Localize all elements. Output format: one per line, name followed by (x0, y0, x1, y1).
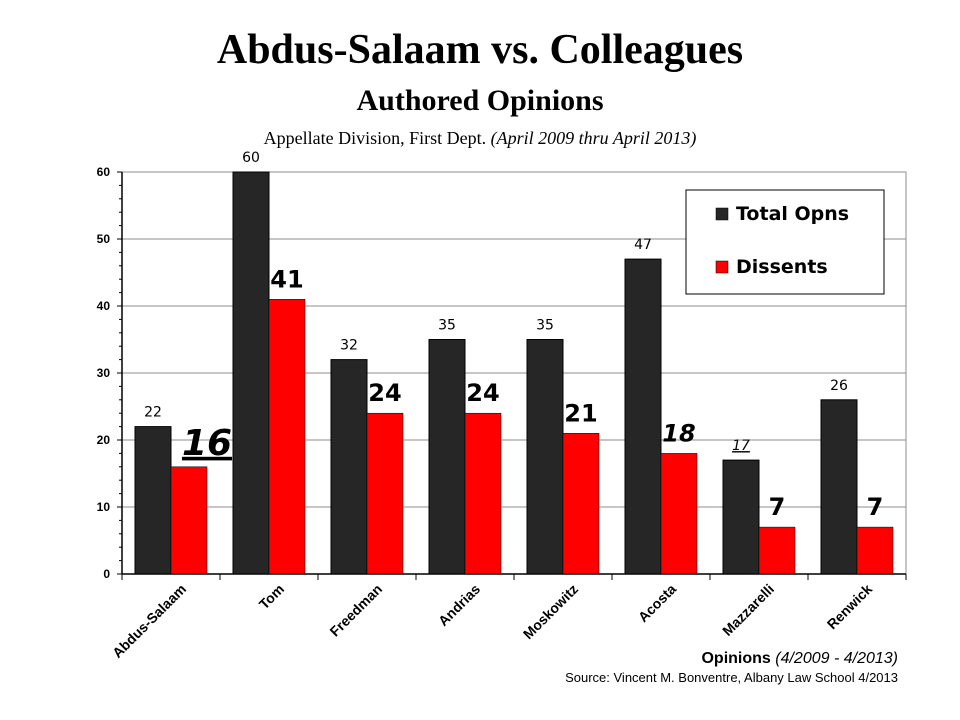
data-label-total: 32 (340, 338, 358, 354)
bar-dissents (660, 453, 698, 575)
legend-label-dissents: Dissents (736, 256, 828, 278)
x-axis-note-label: Opinions (701, 650, 771, 667)
x-category-label: Acosta (635, 581, 679, 625)
bar-dissents (464, 412, 502, 575)
data-label-dissents: 24 (466, 379, 499, 407)
x-category-label: Abdus-Salaam (109, 581, 189, 661)
y-tick-label: 30 (97, 366, 111, 380)
y-tick-label: 10 (97, 500, 111, 514)
x-category-label: Freedman (326, 581, 385, 640)
caption-court: Appellate Division, First Dept. (263, 128, 487, 148)
data-label-dissents: 16 (182, 423, 232, 464)
x-axis-note-period: (4/2009 - 4/2013) (775, 650, 898, 667)
chart-subtitle: Authored Opinions (356, 84, 604, 117)
data-label-total: 22 (144, 405, 162, 421)
legend-swatch-total-opns (715, 207, 729, 221)
data-label-dissents: 21 (564, 399, 597, 427)
data-label-total: 26 (830, 378, 848, 394)
bar-dissents (268, 299, 306, 575)
bar-total-opns (722, 459, 760, 575)
bar-total-opns (232, 171, 270, 575)
data-label-total: 35 (536, 318, 554, 334)
caption-date-range: (April 2009 thru April 2013) (490, 128, 697, 148)
data-label-dissents: 7 (867, 493, 884, 521)
data-label-dissents: 24 (368, 379, 401, 407)
data-label-dissents: 7 (769, 493, 786, 521)
data-label-dissents: 41 (270, 265, 303, 293)
data-label-total: 47 (634, 237, 652, 253)
data-label-total: 35 (438, 318, 456, 334)
data-label-total: 60 (242, 150, 260, 166)
chart-caption: Appellate Division, First Dept. (April 2… (0, 128, 960, 149)
x-category-label: Moskowitz (520, 581, 581, 642)
y-tick-label: 40 (97, 299, 111, 313)
y-tick-label: 50 (97, 232, 111, 246)
bar-total-opns (526, 339, 564, 575)
bar-total-opns (624, 258, 662, 575)
bar-total-opns (134, 426, 172, 575)
y-tick-label: 0 (103, 567, 110, 581)
legend-box (685, 189, 885, 295)
bar-dissents (562, 433, 600, 575)
data-label-total: 17 (732, 438, 750, 454)
bar-dissents (366, 412, 404, 575)
x-axis-note: Opinions (4/2009 - 4/2013) (701, 650, 898, 668)
bar-dissents (758, 526, 796, 575)
bar-total-opns (428, 339, 466, 575)
legend-swatch-dissents (715, 260, 729, 274)
chart-title: Abdus-Salaam vs. Colleagues (216, 27, 744, 73)
bar-dissents (856, 526, 894, 575)
bar-total-opns (820, 399, 858, 575)
y-tick-label: 20 (97, 433, 111, 447)
x-category-label: Renwick (824, 581, 876, 633)
x-category-label: Mazzarelli (719, 581, 777, 639)
data-label-dissents: 18 (662, 419, 695, 447)
bar-dissents (170, 466, 208, 575)
x-category-label: Tom (256, 581, 287, 612)
x-category-label: Andrias (435, 581, 483, 629)
bar-total-opns (330, 359, 368, 575)
legend-label-total-opns: Total Opns (736, 203, 849, 225)
y-tick-label: 60 (97, 165, 111, 179)
source-note: Source: Vincent M. Bonventre, Albany Law… (565, 670, 898, 685)
